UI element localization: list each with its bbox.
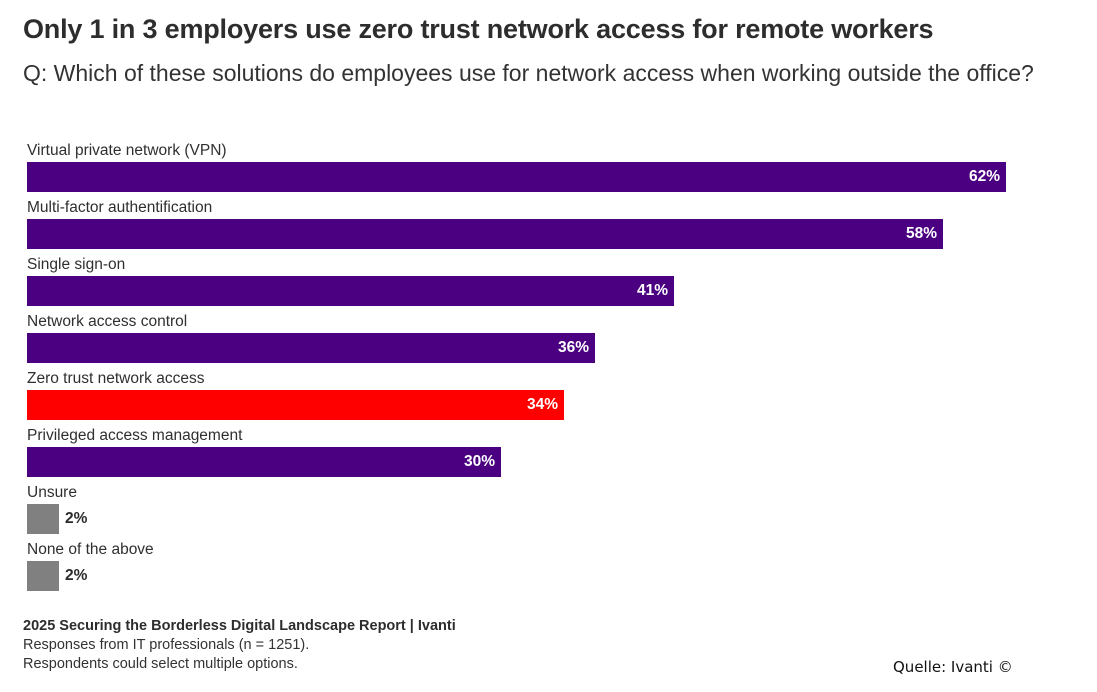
bar — [27, 504, 59, 534]
category-label: Zero trust network access — [27, 370, 205, 387]
value-label: 36% — [557, 339, 589, 356]
bar — [27, 447, 501, 477]
category-label: Network access control — [27, 313, 188, 330]
chart-subtitle: Q: Which of these solutions do employees… — [23, 60, 1034, 86]
category-label: None of the above — [27, 541, 154, 558]
bar — [27, 162, 1006, 192]
footer: 2025 Securing the Borderless Digital Lan… — [23, 617, 456, 674]
source-title: 2025 Securing the Borderless Digital Lan… — [23, 618, 456, 634]
category-label: Virtual private network (VPN) — [27, 142, 227, 159]
value-label: 2% — [65, 567, 88, 584]
value-label: 34% — [526, 396, 558, 413]
multi-select-note: Respondents could select multiple option… — [23, 656, 298, 672]
category-label: Unsure — [27, 484, 77, 501]
bar — [27, 219, 943, 249]
bar — [27, 561, 59, 591]
value-label: 41% — [636, 282, 668, 299]
chart-title: Only 1 in 3 employers use zero trust net… — [23, 14, 934, 44]
image-credit: Quelle: Ivanti © — [893, 658, 1013, 676]
value-label: 58% — [905, 225, 937, 242]
value-label: 62% — [968, 168, 1000, 185]
category-label: Single sign-on — [27, 256, 126, 273]
bar — [27, 333, 595, 363]
category-label: Privileged access management — [27, 427, 243, 444]
value-label: 2% — [65, 510, 88, 527]
bar-highlight — [27, 390, 564, 420]
bar-chart: Virtual private network (VPN) 62% Multi-fa… — [0, 140, 1097, 600]
value-label: 30% — [463, 453, 495, 470]
category-label: Multi-factor authentification — [27, 199, 213, 216]
sample-note: Responses from IT professionals (n = 125… — [23, 637, 310, 653]
bar — [27, 276, 674, 306]
